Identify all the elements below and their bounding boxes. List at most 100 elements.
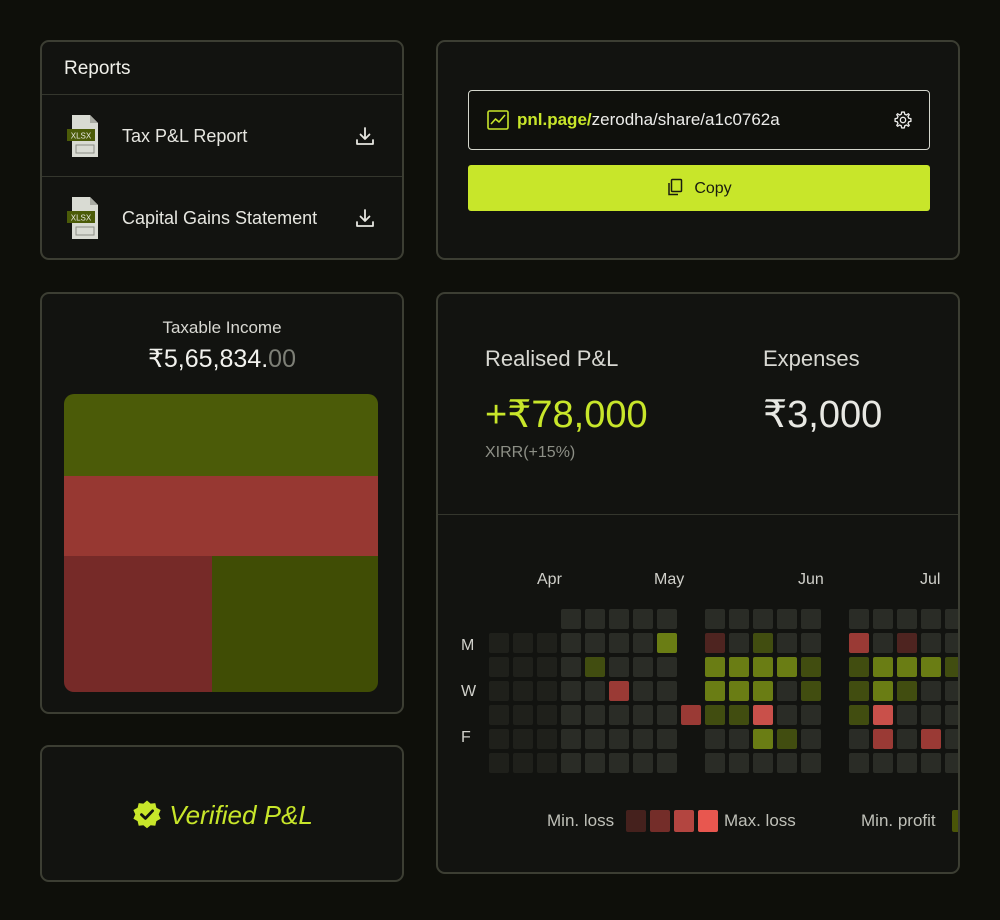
heatmap-cell[interactable] <box>849 681 869 701</box>
heatmap-cell[interactable] <box>897 705 917 725</box>
download-icon[interactable] <box>354 207 376 229</box>
heatmap-cell[interactable] <box>945 657 958 677</box>
heatmap-cell[interactable] <box>633 633 653 653</box>
share-url-field[interactable]: pnl.page/zerodha/share/a1c0762a <box>468 90 930 150</box>
heatmap-cell[interactable] <box>849 609 869 629</box>
heatmap-cell[interactable] <box>873 729 893 749</box>
heatmap-cell[interactable] <box>561 657 581 677</box>
heatmap-cell[interactable] <box>729 609 749 629</box>
heatmap-cell[interactable] <box>777 633 797 653</box>
heatmap-cell[interactable] <box>873 753 893 773</box>
heatmap-cell[interactable] <box>633 681 653 701</box>
heatmap-cell[interactable] <box>921 609 941 629</box>
heatmap-cell[interactable] <box>897 753 917 773</box>
heatmap-cell[interactable] <box>705 633 725 653</box>
heatmap-cell[interactable] <box>681 705 701 725</box>
heatmap-cell[interactable] <box>489 753 509 773</box>
heatmap-cell[interactable] <box>729 705 749 725</box>
heatmap-cell[interactable] <box>609 657 629 677</box>
heatmap-cell[interactable] <box>537 657 557 677</box>
heatmap-cell[interactable] <box>921 681 941 701</box>
heatmap-cell[interactable] <box>513 681 533 701</box>
heatmap-cell[interactable] <box>777 753 797 773</box>
heatmap-cell[interactable] <box>705 609 725 629</box>
heatmap-cell[interactable] <box>489 729 509 749</box>
copy-button[interactable]: Copy <box>468 165 930 211</box>
heatmap-cell[interactable] <box>537 729 557 749</box>
heatmap-cell[interactable] <box>585 657 605 677</box>
heatmap-cell[interactable] <box>585 729 605 749</box>
heatmap-cell[interactable] <box>633 705 653 725</box>
heatmap-cell[interactable] <box>585 705 605 725</box>
heatmap-cell[interactable] <box>537 705 557 725</box>
treemap-block[interactable] <box>64 476 378 556</box>
heatmap-cell[interactable] <box>753 705 773 725</box>
heatmap-cell[interactable] <box>897 609 917 629</box>
treemap-block[interactable] <box>64 556 212 692</box>
heatmap-cell[interactable] <box>801 705 821 725</box>
heatmap-cell[interactable] <box>849 729 869 749</box>
heatmap-cell[interactable] <box>705 705 725 725</box>
heatmap-cell[interactable] <box>897 681 917 701</box>
heatmap-cell[interactable] <box>777 609 797 629</box>
heatmap-cell[interactable] <box>945 705 958 725</box>
heatmap-cell[interactable] <box>753 729 773 749</box>
heatmap-cell[interactable] <box>777 729 797 749</box>
heatmap-cell[interactable] <box>777 681 797 701</box>
heatmap-cell[interactable] <box>897 657 917 677</box>
heatmap-cell[interactable] <box>705 657 725 677</box>
heatmap-cell[interactable] <box>561 705 581 725</box>
heatmap-cell[interactable] <box>513 729 533 749</box>
heatmap-cell[interactable] <box>873 681 893 701</box>
heatmap-cell[interactable] <box>801 753 821 773</box>
heatmap-cell[interactable] <box>585 633 605 653</box>
gear-icon[interactable] <box>893 110 913 130</box>
heatmap-cell[interactable] <box>609 753 629 773</box>
heatmap-cell[interactable] <box>801 633 821 653</box>
treemap-block[interactable] <box>212 556 378 692</box>
heatmap-cell[interactable] <box>873 609 893 629</box>
heatmap-cell[interactable] <box>945 681 958 701</box>
heatmap-cell[interactable] <box>609 729 629 749</box>
heatmap-cell[interactable] <box>609 705 629 725</box>
heatmap-cell[interactable] <box>489 657 509 677</box>
heatmap-cell[interactable] <box>513 657 533 677</box>
heatmap-cell[interactable] <box>633 729 653 749</box>
heatmap-cell[interactable] <box>561 609 581 629</box>
heatmap-cell[interactable] <box>921 729 941 749</box>
heatmap-cell[interactable] <box>657 609 677 629</box>
heatmap-cell[interactable] <box>585 609 605 629</box>
heatmap-cell[interactable] <box>921 753 941 773</box>
report-item-tax-pnl[interactable]: XLSX Tax P&L Report <box>42 96 402 176</box>
heatmap-cell[interactable] <box>657 633 677 653</box>
heatmap-cell[interactable] <box>753 657 773 677</box>
heatmap-cell[interactable] <box>513 633 533 653</box>
heatmap-cell[interactable] <box>873 705 893 725</box>
heatmap-cell[interactable] <box>801 681 821 701</box>
heatmap-cell[interactable] <box>657 753 677 773</box>
heatmap-cell[interactable] <box>777 705 797 725</box>
treemap-block[interactable] <box>64 394 378 476</box>
heatmap-cell[interactable] <box>561 753 581 773</box>
heatmap-cell[interactable] <box>561 681 581 701</box>
heatmap-cell[interactable] <box>657 705 677 725</box>
heatmap-cell[interactable] <box>633 657 653 677</box>
heatmap-cell[interactable] <box>585 753 605 773</box>
heatmap-cell[interactable] <box>849 633 869 653</box>
heatmap-cell[interactable] <box>489 633 509 653</box>
heatmap-cell[interactable] <box>657 729 677 749</box>
heatmap-cell[interactable] <box>609 681 629 701</box>
heatmap-cell[interactable] <box>945 633 958 653</box>
heatmap-cell[interactable] <box>921 633 941 653</box>
heatmap-cell[interactable] <box>753 633 773 653</box>
heatmap-cell[interactable] <box>537 753 557 773</box>
heatmap-cell[interactable] <box>705 729 725 749</box>
heatmap-cell[interactable] <box>729 681 749 701</box>
heatmap-cell[interactable] <box>849 657 869 677</box>
heatmap-cell[interactable] <box>729 753 749 773</box>
heatmap-cell[interactable] <box>489 705 509 725</box>
heatmap-cell[interactable] <box>585 681 605 701</box>
heatmap-cell[interactable] <box>945 729 958 749</box>
heatmap-cell[interactable] <box>777 657 797 677</box>
heatmap-cell[interactable] <box>945 753 958 773</box>
